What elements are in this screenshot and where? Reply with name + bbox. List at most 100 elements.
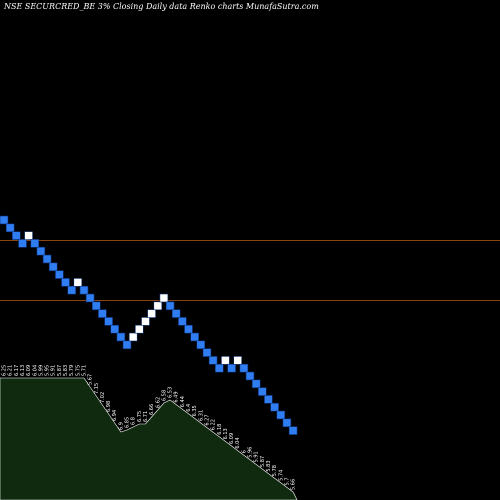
renko-brick-down (98, 309, 107, 318)
volume-label: 6.09 (229, 433, 235, 444)
renko-brick-down (42, 254, 52, 264)
volume-label: 5.91 (51, 365, 57, 376)
renko-brick-up (73, 278, 83, 287)
volume-label: 6.13 (223, 428, 229, 439)
volume-label: 5.96 (248, 447, 254, 458)
renko-brick-down (276, 410, 286, 420)
renko-brick-down (48, 262, 58, 272)
volume-label: 6.04 (32, 365, 38, 376)
renko-brick-down (282, 418, 292, 428)
renko-brick-up (135, 324, 144, 334)
volume-label: 5.83 (63, 365, 69, 376)
renko-brick-down (0, 215, 9, 225)
renko-brick-down (257, 387, 267, 396)
volume-label: 6.18 (217, 424, 223, 435)
renko-brick-down (85, 293, 95, 303)
volume-label: 5.75 (75, 365, 81, 376)
volume-area-shape (0, 377, 298, 500)
renko-brick-down (270, 402, 279, 412)
volume-label: 6.75 (137, 411, 143, 422)
renko-brick-down (79, 285, 89, 295)
renko-brick-down (67, 285, 76, 295)
volume-label: 5.99 (38, 365, 44, 376)
volume-label: 7.15 (94, 383, 100, 394)
renko-brick-down (61, 278, 70, 287)
volume-label: 6 (241, 450, 247, 453)
volume-area (0, 377, 298, 500)
volume-label: 6.66 (149, 404, 155, 415)
renko-brick-up (24, 231, 33, 240)
volume-label: 5.95 (45, 365, 51, 376)
volume-label: 6.13 (20, 365, 26, 376)
volume-label: 6.27 (205, 414, 211, 425)
renko-brick-down (288, 426, 298, 435)
renko-brick-up (233, 356, 242, 365)
renko-brick-down (92, 301, 101, 311)
volume-label: 5.66 (291, 479, 297, 490)
renko-brick-down (30, 239, 40, 248)
volume-label: 7.02 (100, 392, 106, 403)
volume-label: 6.17 (14, 365, 20, 376)
volume-label: 5.71 (82, 365, 88, 376)
volume-label: 6.31 (198, 410, 204, 421)
renko-brick-down (239, 363, 249, 373)
volume-label: 6.71 (143, 411, 149, 422)
volume-label: 5.67 (88, 374, 94, 385)
renko-bricks (0, 215, 298, 435)
renko-brick-up (141, 317, 150, 326)
volume-label: 6.9 (118, 422, 124, 430)
volume-label: 5.79 (69, 365, 75, 376)
volume-label: 6.98 (106, 401, 112, 412)
renko-brick-up (221, 356, 230, 365)
renko-brick-down (122, 340, 132, 350)
volume-label: 5.74 (278, 470, 284, 481)
volume-label: 6.25 (2, 365, 8, 376)
volume-label: 6.35 (192, 405, 198, 416)
renko-brick-down (202, 348, 212, 357)
renko-brick-down (55, 270, 64, 279)
volume-labels: 6.25 6.21 6.17 6.13 6.09 6.04 5.99 5.95 5.91 5.87… (2, 365, 297, 490)
volume-label: 6.58 (161, 390, 167, 401)
renko-brick-down (165, 301, 175, 311)
reference-lines (0, 240, 500, 301)
renko-brick-down (18, 239, 27, 248)
renko-brick-down (184, 324, 193, 334)
renko-brick-down (110, 324, 119, 334)
volume-label: 5.87 (260, 456, 266, 467)
volume-label: 6.53 (168, 387, 174, 398)
volume-label: 6.49 (174, 391, 180, 402)
volume-label: 6.04 (235, 437, 241, 448)
volume-label: 6.4 (186, 404, 192, 412)
renko-brick-down (178, 317, 187, 326)
volume-label: 5.83 (266, 460, 272, 471)
renko-brick-down (251, 379, 261, 389)
renko-brick-down (208, 356, 218, 365)
volume-label: 6.8 (131, 417, 137, 425)
volume-label: 6.62 (155, 397, 161, 408)
renko-brick-up (128, 332, 138, 342)
volume-label: 6.21 (8, 365, 14, 376)
volume-label: 5.78 (272, 465, 278, 476)
renko-brick-down (12, 231, 21, 240)
volume-label: 5.87 (57, 365, 63, 376)
renko-brick-down (104, 317, 113, 326)
renko-brick-down (215, 363, 224, 373)
renko-brick-down (227, 363, 236, 373)
renko-brick-down (245, 371, 255, 381)
volume-label: 6.44 (180, 396, 186, 407)
renko-brick-down (36, 246, 46, 256)
renko-brick-up (153, 301, 163, 311)
renko-brick-down (190, 332, 199, 342)
renko-brick-down (196, 340, 206, 350)
renko-brick-down (5, 223, 15, 233)
renko-brick-down (116, 332, 126, 342)
volume-label: 5.91 (254, 451, 260, 462)
volume-label: 6.22 (211, 419, 217, 430)
renko-brick-up (147, 309, 156, 318)
renko-brick-down (171, 309, 181, 318)
chart-title: NSE SECURCRED_BE 3% Closing Daily data R… (3, 2, 319, 11)
volume-label: 6.09 (26, 365, 32, 376)
volume-label: 5.7 (284, 477, 290, 485)
volume-label: 6.94 (112, 410, 118, 421)
